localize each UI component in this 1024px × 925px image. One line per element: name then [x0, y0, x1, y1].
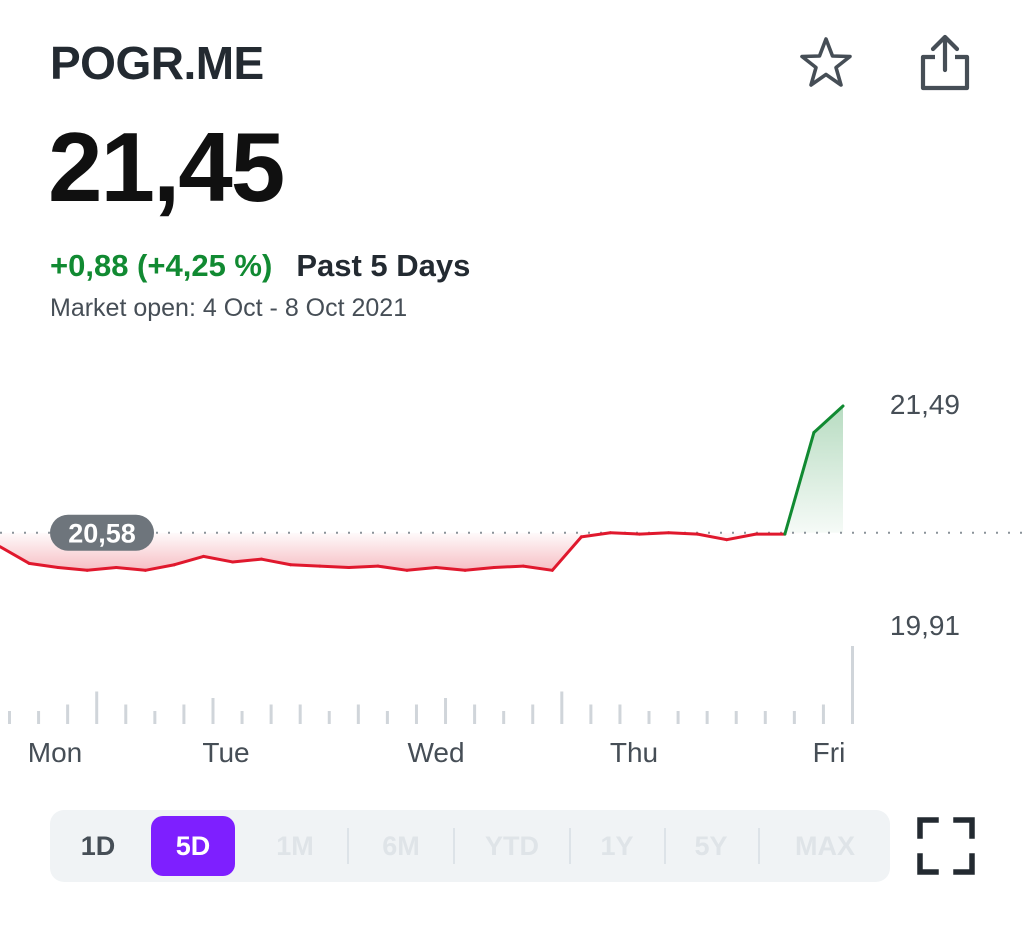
volume-bar [414, 704, 418, 724]
timeframe-1d[interactable]: 1D [80, 831, 116, 861]
price-segment [696, 532, 729, 542]
volume-bar [531, 704, 535, 724]
volume-bar [124, 704, 128, 724]
period-label: Past 5 Days [296, 248, 471, 283]
volume-bar [356, 704, 360, 724]
price-segment [260, 557, 293, 567]
price-segment [143, 563, 176, 572]
price-segment [550, 535, 583, 572]
volume-bar [327, 711, 331, 724]
price-segment [434, 566, 467, 572]
timeframe-1y[interactable]: 1Y [600, 831, 634, 861]
price-segment [114, 566, 147, 572]
price-segment [347, 564, 380, 570]
share-icon[interactable] [914, 32, 976, 94]
volume-bar [182, 704, 186, 724]
price-segment [521, 564, 554, 572]
divider [758, 828, 760, 864]
price-change: +0,88 (+4,25 %) [50, 248, 273, 283]
price-chart[interactable]: 20,58 21,49 19,91 Mon Tue Wed Thu Fri [0, 390, 1024, 770]
price-segment [318, 564, 351, 570]
volume-bar [444, 698, 448, 724]
volume-bar [851, 646, 854, 724]
high-label: 21,49 [890, 390, 960, 420]
volume-bar [763, 711, 767, 724]
above-close-area [0, 406, 843, 533]
price-segment [376, 564, 409, 572]
previous-close-badge [50, 514, 154, 551]
price-segment [579, 531, 612, 539]
volume-bar [95, 691, 99, 724]
current-price: 21,45 [48, 112, 285, 222]
volume-bar [153, 711, 157, 724]
day-label-thu: Thu [610, 737, 658, 768]
price-segment [289, 563, 322, 568]
volume-bar [560, 691, 564, 724]
volume-bar [385, 711, 389, 724]
volume-bar [821, 704, 825, 724]
price-segment [463, 566, 496, 572]
below-close-area [0, 532, 843, 571]
volume-bar [473, 704, 477, 724]
timeframe-1m[interactable]: 1M [276, 831, 314, 861]
day-label-wed: Wed [407, 737, 464, 768]
change-row: +0,88 (+4,25 %) Past 5 Days [50, 248, 470, 284]
divider [453, 828, 455, 864]
price-segment [231, 557, 264, 564]
day-label-mon: Mon [28, 737, 82, 768]
timeframe-max[interactable]: MAX [795, 831, 855, 861]
price-segment [725, 532, 758, 542]
price-segment [85, 566, 118, 572]
star-outline-icon[interactable] [796, 34, 856, 94]
fullscreen-icon[interactable] [916, 816, 976, 876]
price-segment [201, 554, 235, 564]
volume-bar [66, 704, 70, 724]
market-status: Market open: 4 Oct - 8 Oct 2021 [50, 294, 408, 322]
volume-bar [298, 704, 302, 724]
volume-bar [676, 711, 680, 724]
price-segment [56, 566, 89, 572]
price-segment [405, 566, 438, 572]
divider [347, 828, 349, 864]
volume-bar [502, 711, 506, 724]
timeframe-5y[interactable]: 5Y [694, 831, 728, 861]
timeframe-6m[interactable]: 6M [382, 831, 420, 861]
timeframe-ytd[interactable]: YTD [485, 831, 539, 861]
price-segment [812, 404, 845, 434]
price-series [0, 404, 845, 572]
volume-bar [211, 698, 215, 724]
price-segment [638, 531, 671, 536]
day-label-fri: Fri [813, 737, 846, 768]
price-segment [27, 561, 60, 570]
volume-bar [647, 711, 651, 724]
volume-bar [734, 711, 738, 724]
price-segment [0, 545, 31, 565]
volume-bar [240, 711, 244, 724]
volume-bar [589, 704, 593, 724]
price-segment [783, 430, 816, 536]
volume-bars [8, 646, 854, 724]
volume-bar [269, 704, 273, 724]
low-label: 19,91 [890, 610, 960, 641]
volume-bar [37, 711, 41, 724]
divider [569, 828, 571, 864]
price-segment [492, 564, 525, 570]
price-segment [608, 531, 642, 536]
price-segment [667, 531, 700, 536]
timeframe-5d[interactable]: 5D [151, 816, 235, 876]
volume-bar [792, 711, 796, 724]
volume-bar [705, 711, 709, 724]
previous-close-value: 20,58 [68, 519, 136, 549]
price-segment [172, 554, 205, 567]
volume-bar [8, 711, 11, 724]
divider [664, 828, 666, 864]
ticker-symbol: POGR.ME [50, 37, 264, 89]
day-label-tue: Tue [202, 737, 249, 768]
volume-bar [618, 704, 622, 724]
timeframe-selector: 1D 5D 1M 6M YTD 1Y 5Y MAX [50, 810, 890, 882]
